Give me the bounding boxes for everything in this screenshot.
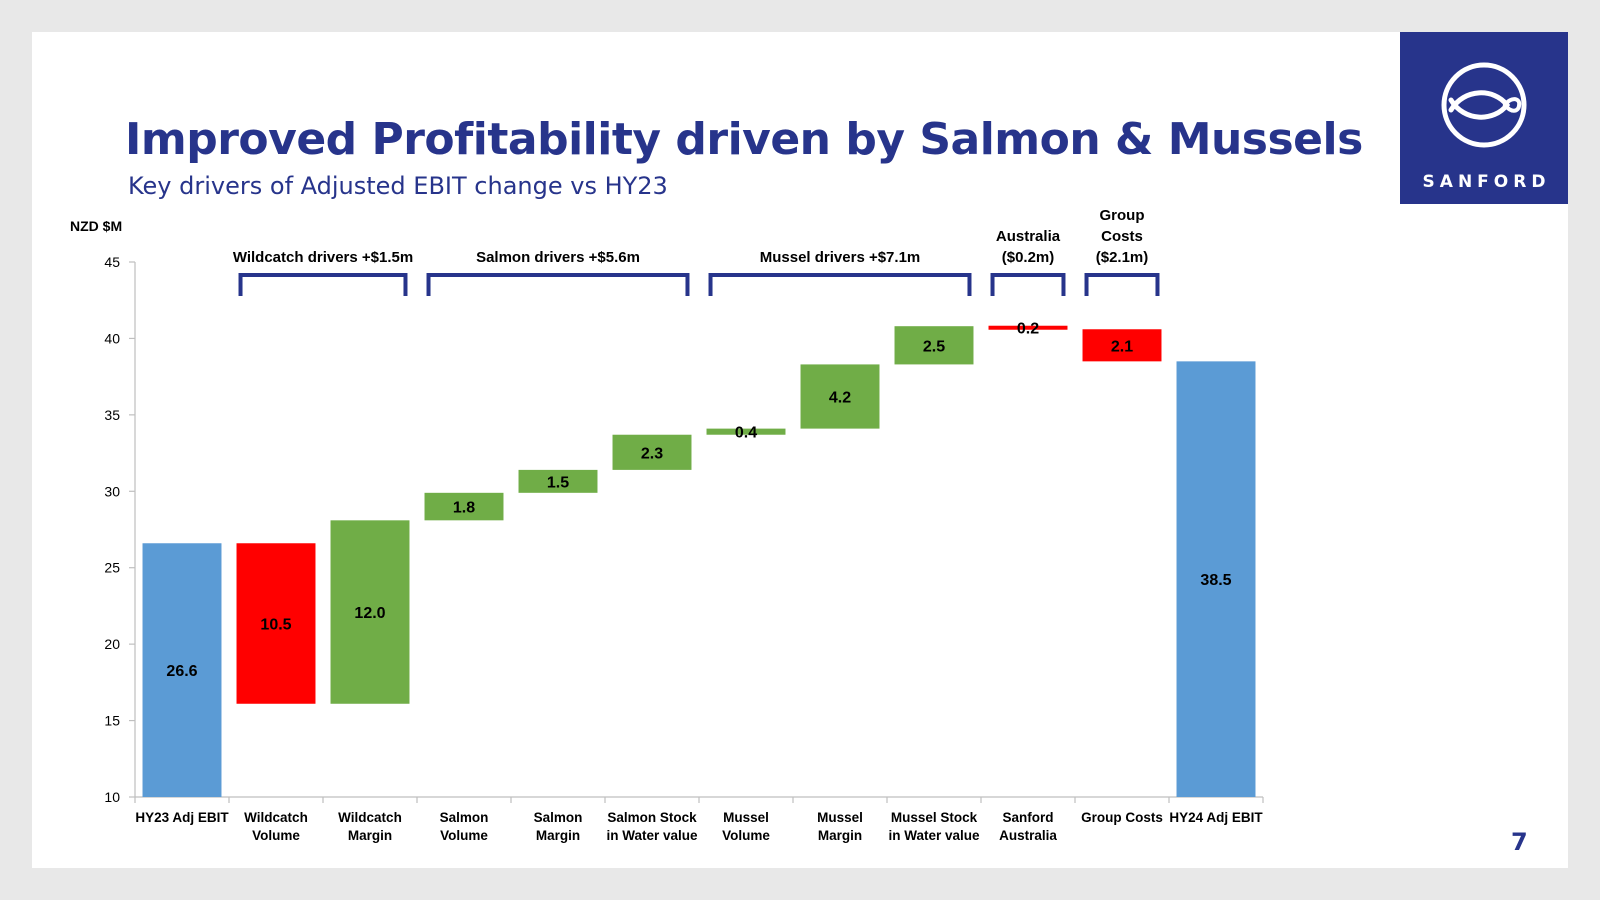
- group-label: ($0.2m): [1002, 249, 1055, 266]
- group-label: Wildcatch drivers +$1.5m: [233, 249, 413, 266]
- category-label: Margin: [348, 828, 392, 843]
- category-label: Salmon Stock: [607, 810, 697, 825]
- category-label: HY24 Adj EBIT: [1169, 810, 1263, 825]
- y-tick-label: 30: [104, 483, 120, 499]
- category-label: Wildcatch: [338, 810, 402, 825]
- data-label: 2.5: [923, 338, 945, 355]
- data-label: 12.0: [354, 605, 385, 622]
- category-label: in Water value: [606, 828, 698, 843]
- bar-4: [518, 469, 598, 493]
- group-bracket: [238, 273, 408, 296]
- category-label: Volume: [252, 828, 300, 843]
- bar-7: [800, 364, 880, 429]
- bar-6: [706, 428, 786, 435]
- y-tick-label: 15: [104, 713, 120, 729]
- data-label: 1.5: [547, 474, 569, 491]
- logo-wordmark: SANFORD: [1422, 172, 1551, 192]
- data-label: 4.2: [829, 390, 851, 407]
- group-label: Mussel drivers +$7.1m: [760, 249, 921, 266]
- group-label: ($2.1m): [1096, 249, 1149, 266]
- slide-title: Improved Profitability driven by Salmon …: [125, 114, 1363, 165]
- category-label: Salmon: [440, 810, 489, 825]
- category-label: Margin: [536, 828, 580, 843]
- category-label: Australia: [999, 828, 1057, 843]
- data-label: 38.5: [1200, 572, 1231, 589]
- group-bracket: [1084, 273, 1160, 296]
- page-number: 7: [1511, 828, 1528, 856]
- bar-2: [330, 520, 410, 704]
- category-label: in Water value: [888, 828, 980, 843]
- data-label: 0.2: [1017, 321, 1039, 338]
- category-label: Wildcatch: [244, 810, 308, 825]
- group-label: Costs: [1101, 228, 1143, 245]
- y-tick-label: 20: [104, 636, 120, 652]
- category-label: Volume: [440, 828, 488, 843]
- bar-0: [142, 543, 222, 797]
- data-label: 0.4: [735, 425, 757, 442]
- group-bracket: [708, 273, 972, 296]
- bar-3: [424, 492, 504, 521]
- group-bracket: [990, 273, 1066, 296]
- y-tick-label: 10: [104, 789, 120, 805]
- data-label: 10.5: [260, 617, 291, 634]
- group-label: Salmon drivers +$5.6m: [476, 249, 640, 266]
- category-label: Group Costs: [1081, 810, 1163, 825]
- y-axis-label: NZD $M: [70, 218, 122, 234]
- y-tick-label: 45: [104, 254, 120, 270]
- category-label: HY23 Adj EBIT: [135, 810, 229, 825]
- category-label: Margin: [818, 828, 862, 843]
- bar-9: [988, 325, 1068, 330]
- slide-subtitle: Key drivers of Adjusted EBIT change vs H…: [128, 172, 668, 200]
- category-label: Mussel: [817, 810, 863, 825]
- bar-5: [612, 434, 692, 470]
- bar-1: [236, 543, 316, 704]
- group-bracket: [426, 273, 690, 296]
- data-label: 2.1: [1111, 338, 1133, 355]
- y-tick-label: 35: [104, 407, 120, 423]
- category-label: Volume: [722, 828, 770, 843]
- data-label: 26.6: [166, 663, 197, 680]
- data-label: 2.3: [641, 445, 663, 462]
- group-label: Australia: [996, 228, 1061, 245]
- category-label: Mussel: [723, 810, 769, 825]
- bar-11: [1176, 361, 1256, 797]
- slide: [32, 32, 1568, 868]
- y-tick-label: 40: [104, 330, 120, 346]
- category-label: Salmon: [534, 810, 583, 825]
- bar-8: [894, 326, 974, 365]
- group-label: Group: [1100, 207, 1145, 224]
- category-label: Mussel Stock: [891, 810, 978, 825]
- sanford-logo: SANFORD: [1400, 32, 1568, 204]
- fish-heart-icon: [1441, 62, 1527, 148]
- data-label: 1.8: [453, 500, 475, 517]
- category-label: Sanford: [1002, 810, 1053, 825]
- bar-10: [1082, 329, 1162, 362]
- y-tick-label: 25: [104, 560, 120, 576]
